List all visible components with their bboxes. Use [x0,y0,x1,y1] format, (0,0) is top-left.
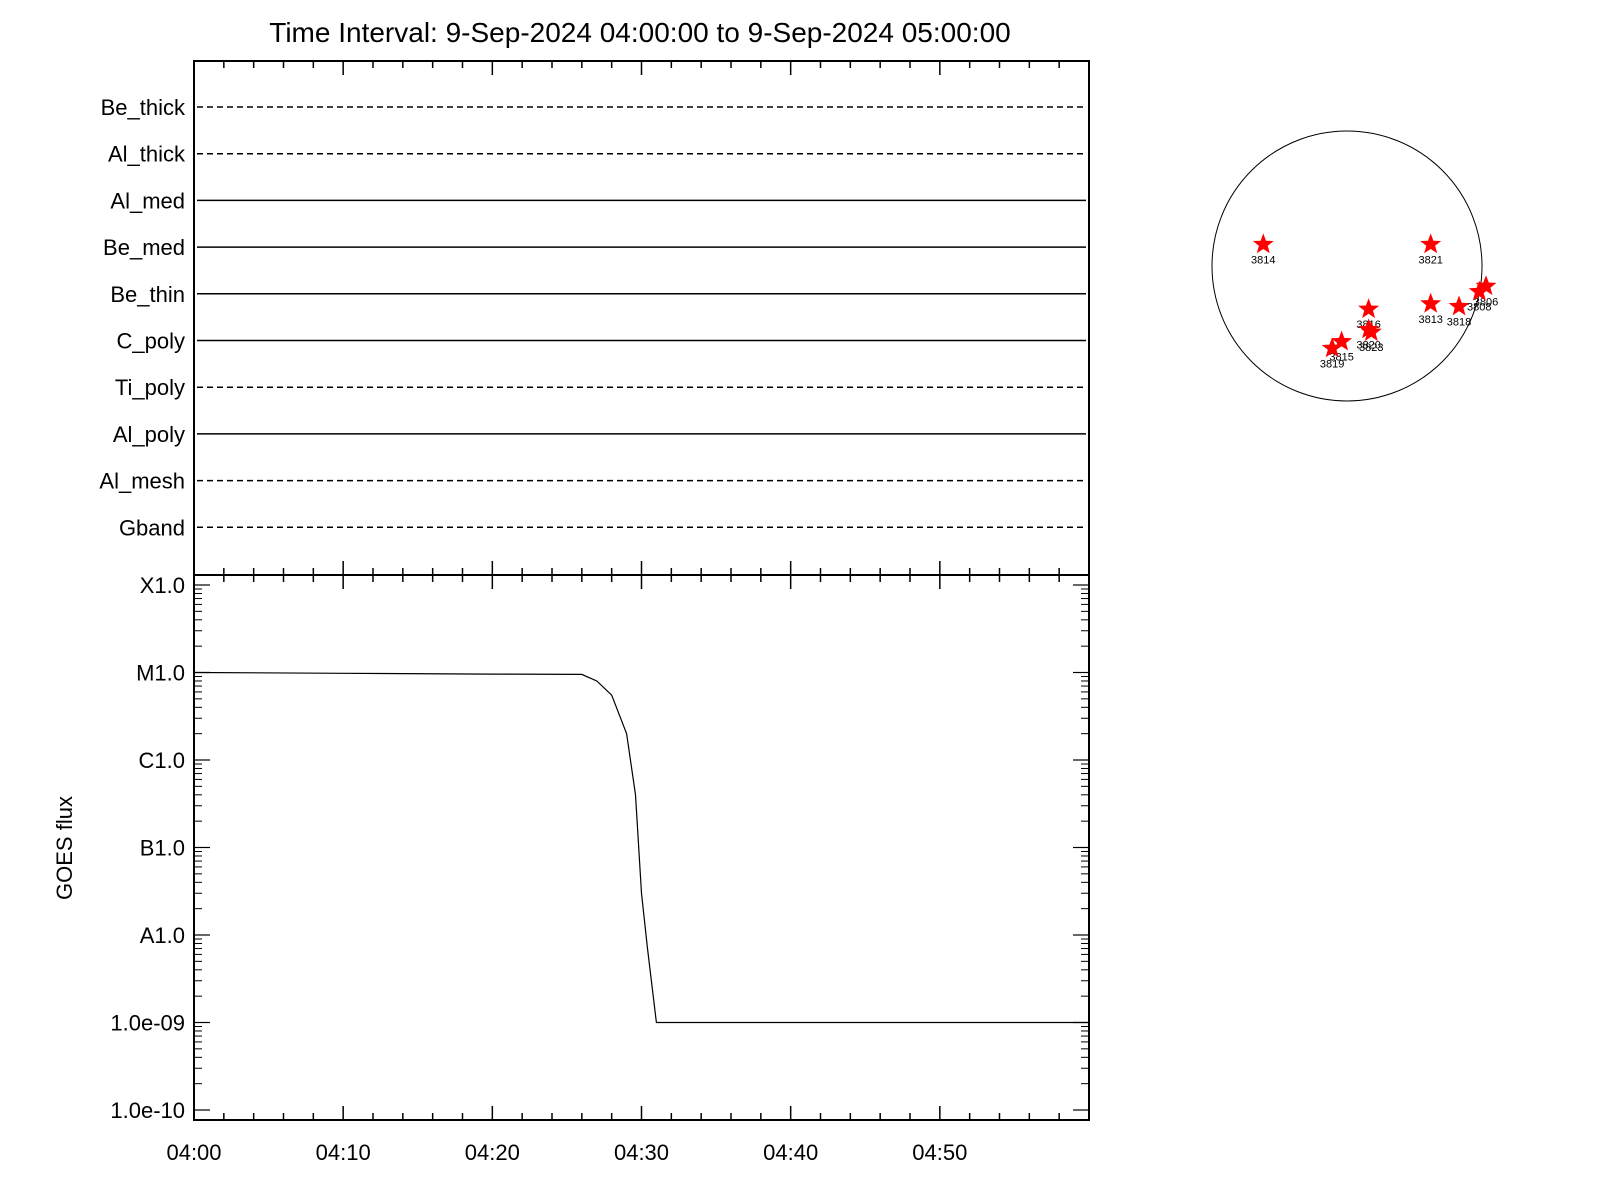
active-region-star [1358,298,1380,319]
filter-label: Ti_poly [115,375,185,400]
y-axis-label: GOES flux [52,796,77,900]
active-region-label: 3821 [1418,254,1442,266]
filter-panel: Be_thick Al_thick Al_med Be_med Be_thin C_pol… [99,60,1090,576]
filter-label: Be_med [103,235,185,260]
active-region-label: 3813 [1418,314,1442,326]
x-tick-label: 04:40 [763,1140,818,1165]
x-tick-label: 04:30 [614,1140,669,1165]
goes-xtick-labels: 04:00 04:10 04:20 04:30 04:40 04:50 [166,1140,967,1165]
x-tick-label: 04:10 [316,1140,371,1165]
filter-label: Gband [119,515,185,540]
active-region-star [1331,330,1353,351]
active-region-label: 3823 [1359,342,1383,354]
y-tick-label: A1.0 [140,923,185,948]
active-region-star [1475,275,1497,296]
filter-label: Al_mesh [99,469,185,494]
active-region-star [1420,292,1442,313]
y-tick-label: M1.0 [136,661,185,686]
active-region-markers: 3814382138163823382038153819381338183806… [1251,233,1498,370]
filter-label: C_poly [117,329,185,354]
active-region-label: 3808 [1467,302,1491,314]
y-tick-label: X1.0 [140,573,185,598]
active-region-label: 3819 [1320,358,1344,370]
active-region-label: 3818 [1447,317,1471,329]
active-region-star [1358,318,1380,339]
x-tick-label: 04:50 [912,1140,967,1165]
chart-title: Time Interval: 9-Sep-2024 04:00:00 to 9-… [269,17,1010,48]
filter-panel-frame [193,60,1090,576]
y-tick-label: 1.0e-09 [110,1011,185,1036]
goes-panel: X1.0 M1.0 C1.0 B1.0 A1.0 1.0e-09 1.0e-10 04:00… [52,573,1090,1165]
x-tick-label: 04:20 [465,1140,520,1165]
solar-disk-panel: 3814382138163823382038153819381338183806… [1211,130,1498,402]
x-tick-label: 04:00 [166,1140,221,1165]
active-region-star [1321,337,1343,358]
filter-label: Be_thick [101,95,186,120]
filter-panel-ticks [193,61,1090,575]
solar-disk [1211,130,1483,402]
goes-ytick-labels: X1.0 M1.0 C1.0 B1.0 A1.0 1.0e-09 1.0e-10 [110,573,185,1123]
goes-panel-frame [193,574,1090,1121]
active-region-star [1468,280,1490,301]
goes-flux-line [193,671,1089,1024]
active-region-star [1448,295,1470,316]
active-region-label: 3806 [1474,296,1498,308]
filter-label: Be_thin [110,282,185,307]
goes-panel-ticks [193,575,1090,1120]
filter-lines: Be_thick Al_thick Al_med Be_med Be_thin C_pol… [99,95,1086,540]
filter-label: Al_med [110,188,185,213]
active-region-star [1420,233,1442,254]
y-tick-label: 1.0e-10 [110,1098,185,1123]
filter-label: Al_thick [108,142,186,167]
active-region-label: 3814 [1251,254,1275,266]
y-tick-label: C1.0 [139,748,185,773]
y-tick-label: B1.0 [140,836,185,861]
filter-label: Al_poly [113,422,185,447]
active-region-label: 3820 [1356,339,1380,351]
active-region-star [1252,233,1274,254]
